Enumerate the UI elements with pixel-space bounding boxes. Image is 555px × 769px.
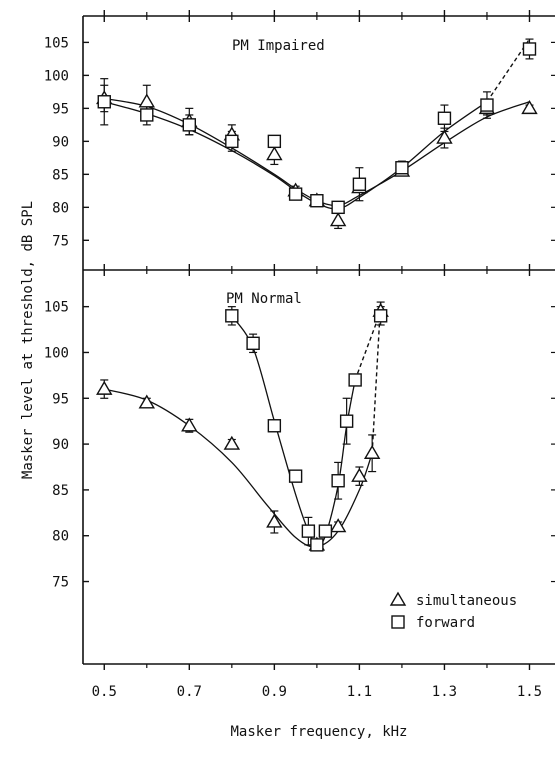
- square-marker: [310, 194, 324, 208]
- tick-labels: 0.5 0.7 0.9 1.1 1.3 1.5 75 80 85 90 95 100 105 75 80 85…: [44, 35, 542, 700]
- dashed-extension-forward: [486, 38, 531, 103]
- data-markers: [96, 42, 538, 552]
- axis-ticks: [83, 10, 555, 670]
- fit-curves: [104, 38, 531, 548]
- chart-frame: [82, 15, 555, 665]
- x-tick-label: 1.1: [347, 684, 372, 700]
- triangle-marker: [363, 444, 381, 459]
- legend-label: simultaneous: [416, 593, 517, 609]
- legend-square-icon: [391, 615, 405, 629]
- y-tick-label: 95: [52, 391, 69, 407]
- y-tick-label: 105: [44, 300, 69, 316]
- square-marker: [225, 309, 239, 323]
- square-marker: [225, 134, 239, 149]
- fit-curve-simultaneous: [104, 388, 373, 548]
- x-axis-title: Masker frequency, kHz: [230, 724, 407, 740]
- triangle-marker: [138, 93, 156, 108]
- triangle-marker: [181, 417, 198, 432]
- square-marker: [97, 95, 111, 109]
- square-marker: [318, 524, 333, 538]
- triangle-marker: [138, 394, 156, 409]
- triangle-marker: [351, 467, 368, 482]
- panel-title: PM Impaired: [232, 38, 325, 54]
- triangle-marker: [266, 513, 283, 528]
- square-marker: [373, 309, 388, 323]
- square-marker: [331, 474, 345, 488]
- square-marker: [310, 538, 324, 552]
- triangle-marker: [266, 146, 283, 161]
- legend-label: forward: [416, 615, 475, 631]
- x-tick-label: 0.5: [92, 684, 117, 700]
- y-tick-label: 100: [44, 68, 69, 84]
- square-marker: [522, 42, 537, 56]
- x-tick-label: 1.5: [517, 684, 542, 700]
- y-tick-label: 105: [44, 35, 69, 51]
- y-tick-label: 85: [52, 483, 69, 499]
- legend: simultaneous forward: [389, 591, 517, 631]
- square-marker: [331, 200, 345, 215]
- x-tick-label: 0.7: [177, 684, 202, 700]
- triangle-marker: [329, 212, 347, 227]
- fit-curve-forward: [231, 315, 356, 546]
- panel-title: PM Normal: [226, 291, 302, 307]
- fit-curve-simultaneous: [104, 97, 530, 207]
- y-tick-label: 80: [52, 529, 69, 545]
- square-marker: [395, 161, 409, 175]
- square-marker: [348, 373, 362, 387]
- y-tick-label: 90: [52, 134, 69, 150]
- square-marker: [339, 414, 354, 428]
- square-marker: [288, 187, 303, 201]
- y-tick-label: 100: [44, 345, 69, 361]
- triangle-marker: [436, 129, 453, 144]
- y-tick-label: 80: [52, 200, 69, 216]
- x-tick-label: 1.3: [432, 684, 457, 700]
- panel-titles: PM Impaired PM Normal: [226, 38, 325, 307]
- y-tick-label: 90: [52, 437, 69, 453]
- square-marker: [352, 177, 367, 191]
- square-marker: [140, 108, 154, 122]
- legend-triangle-icon: [389, 591, 407, 606]
- square-marker: [246, 336, 260, 351]
- triangle-marker: [96, 380, 113, 395]
- y-tick-label: 75: [52, 233, 69, 249]
- dashed-extension-forward: [354, 310, 382, 381]
- y-tick-label: 75: [52, 575, 69, 591]
- square-marker: [267, 134, 282, 149]
- y-tick-label: 85: [52, 167, 69, 183]
- y-axis-title: Masker level at threshold, dB SPL: [20, 201, 36, 479]
- x-tick-label: 0.9: [262, 684, 287, 700]
- square-marker: [288, 469, 303, 483]
- triangle-marker: [521, 99, 538, 115]
- dashed-extension-simultaneous: [371, 302, 382, 454]
- square-marker: [182, 118, 197, 132]
- square-marker: [480, 98, 494, 112]
- square-marker: [267, 419, 282, 433]
- square-marker: [301, 524, 316, 538]
- square-marker: [437, 111, 452, 125]
- error-bars: [100, 38, 534, 551]
- y-tick-label: 95: [52, 101, 69, 117]
- triangle-marker: [329, 518, 347, 533]
- triangle-marker: [223, 435, 241, 450]
